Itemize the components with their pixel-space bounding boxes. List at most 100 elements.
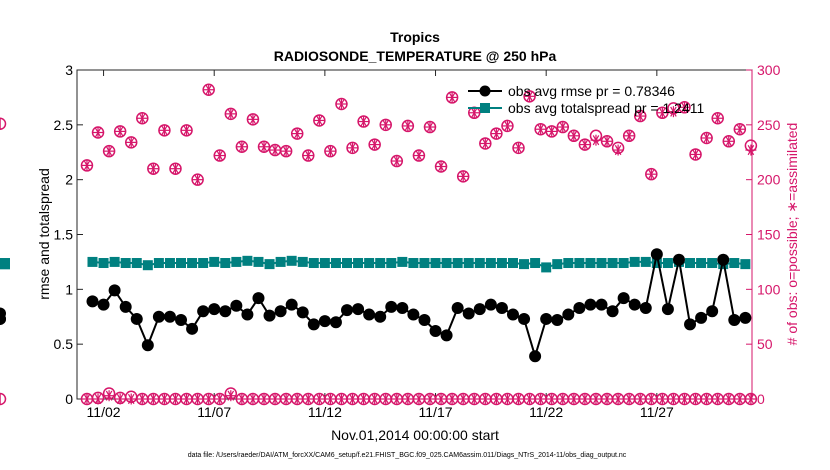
totalspread-point — [651, 258, 662, 269]
totalspread-point — [231, 256, 242, 267]
assimilated-obs-point — [302, 393, 314, 405]
rmse-point — [540, 312, 553, 325]
rmse-point — [728, 314, 741, 327]
x-axis-ticks: 11/02 11/07 11/12 11/17 11/22 11/27 — [87, 70, 674, 420]
y-axis-right-ticks: 0 50 100 150 200 250 300 — [746, 62, 781, 407]
legend-rmse-label: obs avg rmse pr = 0.78346 — [508, 83, 675, 99]
rmse-point — [706, 305, 719, 318]
assimilated-obs-point — [136, 393, 148, 405]
totalspread-point — [330, 258, 341, 269]
rmse-point — [285, 298, 298, 311]
assimilated-obs-point — [380, 119, 392, 131]
totalspread-point — [585, 258, 596, 269]
rmse-point — [462, 307, 475, 320]
assimilated-obs-point — [380, 393, 392, 405]
rmse-point — [230, 299, 243, 312]
assimilated-obs-point — [358, 393, 370, 405]
assimilated-obs-point — [435, 393, 447, 405]
totalspread-point — [131, 258, 142, 269]
assimilated-obs-point — [579, 139, 591, 151]
rmse-point — [152, 310, 165, 323]
chart-title-line2: RADIOSONDE_TEMPERATURE @ 250 hPa — [274, 48, 557, 64]
rmse-point — [329, 316, 342, 329]
assimilated-obs-point — [601, 135, 613, 147]
rmse-point — [396, 301, 409, 314]
rmse-point — [440, 329, 453, 342]
assimilated-obs-point — [490, 128, 502, 140]
legend: obs avg rmse pr = 0.78346 obs avg totals… — [468, 83, 704, 116]
assimilated-obs-point — [424, 393, 436, 405]
assimilated-obs-point — [667, 393, 679, 405]
assimilated-obs-point — [203, 393, 215, 405]
assimilated-obs-point — [579, 393, 591, 405]
assimilated-obs-point — [557, 393, 569, 405]
assimilated-obs-point — [701, 393, 713, 405]
plot-area — [76, 69, 753, 400]
totalspread-point — [618, 258, 629, 269]
assimilated-obs-point — [513, 142, 525, 154]
y-tick-label-left: 1.5 — [54, 227, 74, 243]
y-axis-left-label: rmse and totalspread — [36, 168, 52, 300]
rmse-point — [473, 303, 486, 316]
assimilated-obs-point — [712, 112, 724, 124]
y-tick-label-left: 0 — [65, 391, 73, 407]
assimilated-obs-point — [734, 123, 746, 135]
assimilated-obs-point — [524, 393, 536, 405]
y-tick-label-left: 1 — [65, 281, 73, 297]
legend-rmse-marker — [479, 85, 491, 97]
assimilated-obs-point — [690, 148, 702, 160]
assimilated-obs-point — [513, 393, 525, 405]
assimilated-obs-point — [181, 124, 193, 136]
totalspread-point — [242, 255, 253, 266]
assimilated-obs-point — [369, 139, 381, 151]
rmse-point — [352, 303, 365, 316]
rmse-point — [573, 301, 586, 314]
totalspread-point — [430, 258, 441, 269]
x-tick-label: 11/22 — [529, 404, 563, 420]
assimilated-obs-point — [324, 393, 336, 405]
assimilated-obs-point — [103, 145, 115, 157]
x-tick-label: 11/07 — [197, 404, 231, 420]
rmse-point — [374, 310, 387, 323]
y-tick-label-left: 2.5 — [54, 117, 74, 133]
rmse-point — [739, 311, 752, 324]
y-tick-label-right: 150 — [757, 227, 781, 243]
assimilated-obs-point — [568, 393, 580, 405]
assimilated-obs-point — [645, 168, 657, 180]
totalspread-point — [120, 258, 131, 269]
y-tick-label-right: 100 — [757, 281, 781, 297]
assimilated-obs-point — [114, 393, 126, 405]
assimilated-obs-point — [723, 393, 735, 405]
totalspread-point — [596, 258, 607, 269]
y-tick-label-right: 200 — [757, 172, 781, 188]
assimilated-obs-point — [457, 393, 469, 405]
assimilated-obs-point — [402, 120, 414, 132]
rmse-point — [263, 309, 276, 322]
assimilated-obs-point — [490, 393, 502, 405]
assimilated-obs-point — [612, 393, 624, 405]
totalspread-point — [386, 258, 397, 269]
rmse-point — [429, 325, 442, 338]
assimilated-obs-point — [435, 161, 447, 173]
y-axis-right-label: # of obs: o=possible; ∗=assimilated — [784, 123, 800, 346]
rmse-point — [108, 284, 121, 297]
totalspread-point — [142, 260, 153, 271]
legend-spread-marker — [480, 103, 490, 113]
rmse-point — [341, 304, 353, 317]
assimilated-obs-point — [535, 123, 547, 135]
assimilated-obs-point — [690, 393, 702, 405]
y-tick-label-left: 2 — [65, 172, 73, 188]
assimilated-obs-point — [225, 108, 237, 120]
rmse-point — [197, 305, 210, 318]
y-tick-label-right: 0 — [757, 391, 765, 407]
rmse-point — [186, 322, 199, 335]
assimilated-obs-point — [358, 116, 370, 128]
totalspread-point — [729, 258, 740, 269]
rmse-point — [130, 312, 143, 325]
rmse-point — [363, 308, 376, 321]
assimilated-obs-point — [501, 393, 513, 405]
totalspread-point — [109, 256, 120, 267]
assimilated-obs-point — [92, 393, 104, 405]
totalspread-point — [187, 258, 198, 269]
legend-spread-label: obs avg totalspread pr = 1.2411 — [508, 100, 704, 116]
